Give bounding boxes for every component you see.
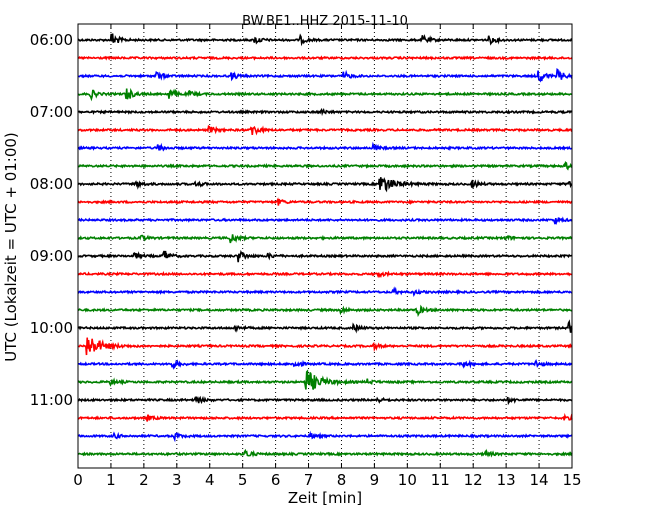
x-tick-label: 8 <box>337 471 347 489</box>
x-tick-label: 11 <box>431 471 450 489</box>
trace-line <box>77 197 573 206</box>
trace-line <box>77 216 573 226</box>
x-tick-label: 5 <box>238 471 248 489</box>
x-tick-label: 1 <box>106 471 116 489</box>
x-tick-label: 2 <box>139 471 149 489</box>
y-tick-label: 06:00 <box>30 31 73 49</box>
trace-line <box>77 395 573 406</box>
y-tick-label: 09:00 <box>30 247 73 265</box>
x-tick-label: 0 <box>73 471 83 489</box>
trace-line <box>77 448 573 458</box>
trace-line <box>77 234 573 244</box>
y-tick-label: 08:00 <box>30 175 73 193</box>
y-axis-label: UTC (Lokalzeit = UTC + 01:00) <box>2 132 20 362</box>
plot-frame <box>77 23 573 469</box>
x-tick-label: 13 <box>497 471 516 489</box>
trace-line <box>77 358 573 370</box>
y-axis-ticks: 06:00 07:00 08:00 09:00 10:00 11:00 <box>30 31 572 409</box>
x-tick-label: 4 <box>205 471 215 489</box>
x-tick-label: 3 <box>172 471 182 489</box>
trace-line <box>77 319 573 334</box>
trace-line <box>77 87 573 102</box>
trace-line <box>77 177 573 193</box>
x-tick-label: 14 <box>530 471 549 489</box>
x-axis-ticks: 0 1 2 3 4 5 6 7 8 9 10 11 12 13 14 15 <box>73 24 582 489</box>
trace-line <box>78 55 573 61</box>
trace-line <box>77 141 573 152</box>
trace-group <box>77 33 573 458</box>
y-tick-label: 07:00 <box>30 103 73 121</box>
trace-line <box>77 337 573 356</box>
y-tick-label: 11:00 <box>30 391 73 409</box>
x-tick-label: 12 <box>464 471 483 489</box>
x-tick-label: 9 <box>370 471 380 489</box>
x-tick-label: 15 <box>562 471 581 489</box>
trace-line <box>77 125 573 136</box>
trace-line <box>77 33 573 47</box>
trace-line <box>77 270 573 279</box>
trace-line <box>77 412 573 422</box>
trace-line <box>77 249 573 263</box>
x-tick-label: 10 <box>398 471 417 489</box>
trace-line <box>77 369 573 390</box>
trace-line <box>77 286 573 297</box>
x-axis-label: Zeit [min] <box>288 489 362 507</box>
trace-line <box>78 304 573 318</box>
trace-line <box>77 68 573 83</box>
trace-line <box>77 107 573 117</box>
x-tick-label: 6 <box>271 471 281 489</box>
chart-title: BW.BE1..HHZ 2015-11-10 <box>242 14 408 29</box>
y-tick-label: 10:00 <box>30 319 73 337</box>
trace-line <box>77 430 573 443</box>
trace-line <box>77 161 573 171</box>
x-tick-label: 7 <box>304 471 314 489</box>
